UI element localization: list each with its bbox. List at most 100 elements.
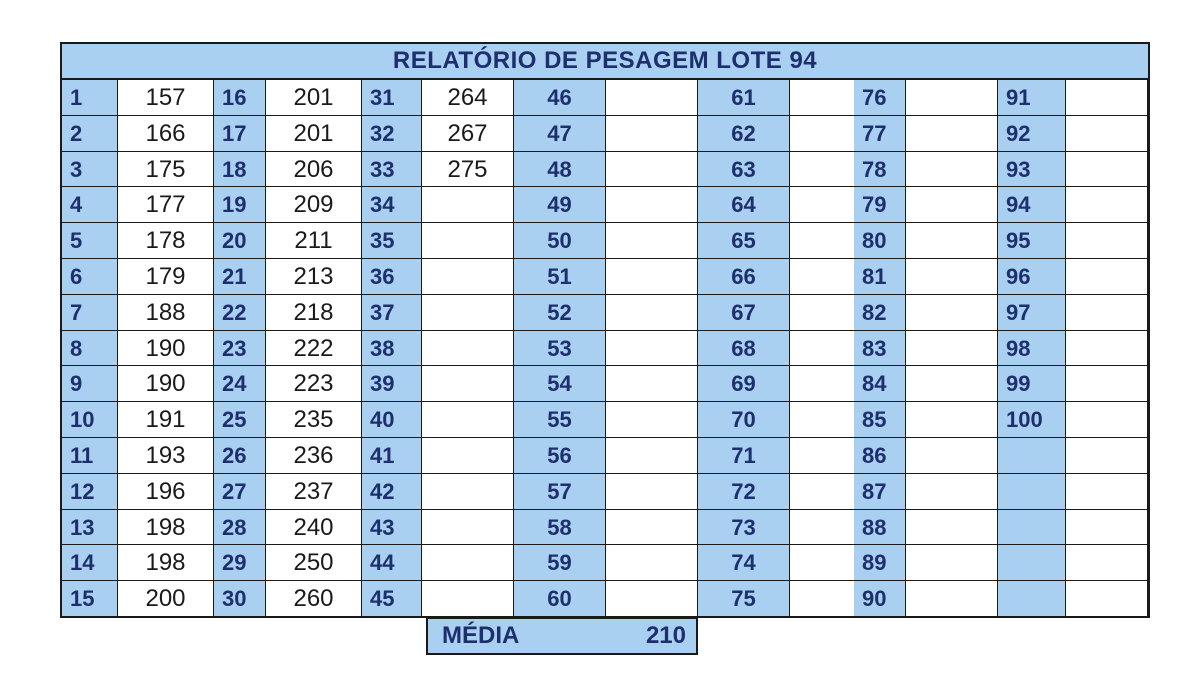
weight-value-cell: 193 <box>118 438 214 474</box>
weight-value-cell <box>606 438 698 474</box>
animal-number-cell: 1 <box>62 80 118 116</box>
weight-value-cell: 166 <box>118 116 214 152</box>
animal-number-cell <box>998 510 1066 545</box>
weights-grid: 1 157 2 166 3 175 4 177 5 178 6 179 7 188 8 190 9 190 10 19… <box>62 80 1148 618</box>
weight-value-cell <box>906 223 998 259</box>
animal-number-cell: 84 <box>854 366 906 402</box>
weight-value-cell <box>422 402 514 438</box>
animal-number-cell: 83 <box>854 331 906 366</box>
animal-number-cell: 26 <box>214 438 266 474</box>
weight-value-cell <box>906 402 998 438</box>
animal-number-cell: 73 <box>698 510 790 545</box>
animal-number-cell: 51 <box>514 259 606 295</box>
weight-value-cell: 206 <box>266 152 362 187</box>
weight-value-cell: 236 <box>266 438 362 474</box>
weight-value-cell <box>422 474 514 510</box>
animal-number-cell <box>998 438 1066 474</box>
animal-number-cell: 24 <box>214 366 266 402</box>
animal-number-cell: 17 <box>214 116 266 152</box>
weight-value-cell <box>1066 295 1148 331</box>
animal-number-cell: 85 <box>854 402 906 438</box>
animal-number-cell: 91 <box>998 80 1066 116</box>
animal-number-cell: 74 <box>698 545 790 581</box>
animal-number-cell: 39 <box>362 366 422 402</box>
weight-value-cell: 179 <box>118 259 214 295</box>
weight-value-cell <box>606 545 698 581</box>
animal-number-cell: 93 <box>998 152 1066 187</box>
animal-number-cell: 58 <box>514 510 606 545</box>
weight-value-cell <box>606 331 698 366</box>
animal-number-cell: 60 <box>514 581 606 617</box>
animal-number-cell: 8 <box>62 331 118 366</box>
animal-number-cell: 38 <box>362 331 422 366</box>
animal-number-cell: 7 <box>62 295 118 331</box>
weight-value-cell <box>422 438 514 474</box>
weight-value-cell <box>422 510 514 545</box>
average-label: MÉDIA <box>442 622 520 649</box>
weight-value-cell <box>1066 223 1148 259</box>
animal-number-cell: 79 <box>854 187 906 223</box>
weight-value-cell <box>1066 331 1148 366</box>
animal-number-cell: 57 <box>514 474 606 510</box>
animal-number-cell: 98 <box>998 331 1066 366</box>
weight-value-cell <box>1066 116 1148 152</box>
animal-number-cell: 43 <box>362 510 422 545</box>
animal-number-cell: 31 <box>362 80 422 116</box>
weight-value-cell <box>906 152 998 187</box>
weight-value-cell <box>906 545 998 581</box>
weight-value-cell: 237 <box>266 474 362 510</box>
weight-value-cell: 157 <box>118 80 214 116</box>
animal-number-cell: 97 <box>998 295 1066 331</box>
weight-value-cell: 260 <box>266 581 362 617</box>
weight-value-cell <box>1066 366 1148 402</box>
weight-value-cell: 275 <box>422 152 514 187</box>
animal-number-cell: 72 <box>698 474 790 510</box>
animal-number-cell: 40 <box>362 402 422 438</box>
animal-number-cell: 59 <box>514 545 606 581</box>
animal-number-cell: 19 <box>214 187 266 223</box>
weight-value-cell <box>1066 474 1148 510</box>
weight-value-cell <box>606 259 698 295</box>
weight-value-cell: 222 <box>266 331 362 366</box>
animal-number-cell: 22 <box>214 295 266 331</box>
weight-value-cell <box>1066 581 1148 617</box>
animal-number-cell: 2 <box>62 116 118 152</box>
weight-value-cell <box>906 510 998 545</box>
animal-number-cell: 92 <box>998 116 1066 152</box>
weight-value-cell <box>906 474 998 510</box>
weight-value-cell <box>606 80 698 116</box>
weight-value-cell <box>906 331 998 366</box>
animal-number-cell: 33 <box>362 152 422 187</box>
animal-number-cell: 30 <box>214 581 266 617</box>
weight-value-cell <box>906 80 998 116</box>
report-title: RELATÓRIO DE PESAGEM LOTE 94 <box>62 44 1148 80</box>
animal-number-cell <box>998 545 1066 581</box>
weight-value-cell: 211 <box>266 223 362 259</box>
animal-number-cell: 14 <box>62 545 118 581</box>
animal-number-cell: 55 <box>514 402 606 438</box>
weight-value-cell <box>906 295 998 331</box>
weight-value-cell <box>606 402 698 438</box>
animal-number-cell: 5 <box>62 223 118 259</box>
weight-value-cell: 201 <box>266 116 362 152</box>
animal-number-cell: 4 <box>62 187 118 223</box>
average-value: 210 <box>645 622 686 649</box>
animal-number-cell: 70 <box>698 402 790 438</box>
animal-number-cell: 95 <box>998 223 1066 259</box>
animal-number-cell: 25 <box>214 402 266 438</box>
weight-value-cell: 250 <box>266 545 362 581</box>
animal-number-cell: 88 <box>854 510 906 545</box>
animal-number-cell: 100 <box>998 402 1066 438</box>
animal-number-cell: 87 <box>854 474 906 510</box>
animal-number-cell: 81 <box>854 259 906 295</box>
animal-number-cell: 15 <box>62 581 118 617</box>
weight-value-cell: 240 <box>266 510 362 545</box>
weight-value-cell: 213 <box>266 259 362 295</box>
animal-number-cell: 90 <box>854 581 906 617</box>
weight-value-cell: 188 <box>118 295 214 331</box>
weight-value-cell: 201 <box>266 80 362 116</box>
animal-number-cell: 86 <box>854 438 906 474</box>
animal-number-cell: 48 <box>514 152 606 187</box>
weight-value-cell <box>1066 80 1148 116</box>
animal-number-cell: 34 <box>362 187 422 223</box>
